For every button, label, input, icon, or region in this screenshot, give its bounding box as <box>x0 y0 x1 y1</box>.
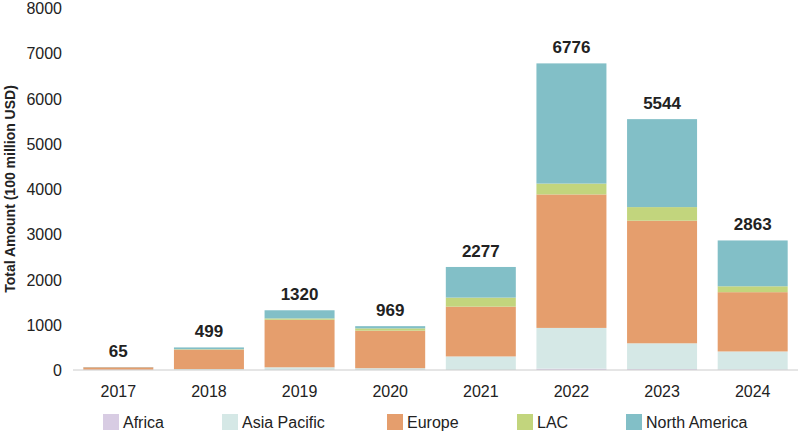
total-label: 5544 <box>643 94 681 113</box>
y-tick <box>67 324 71 325</box>
total-label: 65 <box>109 342 128 361</box>
x-tick-label: 2018 <box>191 383 227 400</box>
x-tick-label: 2022 <box>554 383 590 400</box>
bar-segment <box>355 328 425 330</box>
y-tick <box>67 279 71 280</box>
bar-segment <box>83 367 153 369</box>
bar-segment <box>355 331 425 369</box>
bar-segment <box>718 240 788 286</box>
y-axis-label: Total Amount (100 million USD) <box>2 85 18 293</box>
bar-segment <box>536 184 606 195</box>
x-tick-label: 2017 <box>101 383 137 400</box>
bar-segment <box>355 326 425 328</box>
bar-segment <box>718 351 788 369</box>
y-tick-label: 2000 <box>26 272 62 289</box>
total-label: 2277 <box>462 242 500 261</box>
y-tick <box>67 143 71 144</box>
legend-label: Asia Pacific <box>242 414 325 431</box>
x-tick-label: 2023 <box>644 383 680 400</box>
bar-segment <box>627 207 697 221</box>
y-tick-label: 3000 <box>26 226 62 243</box>
bars <box>83 63 787 370</box>
bar-segment <box>265 320 335 368</box>
legend-swatch <box>626 414 642 430</box>
bar-segment <box>627 343 697 369</box>
bar-segment <box>446 356 516 370</box>
y-tick-label: 0 <box>53 362 62 379</box>
y-tick <box>67 8 71 9</box>
total-label: 2863 <box>734 215 772 234</box>
bar-segment <box>446 298 516 307</box>
y-tick <box>67 189 71 190</box>
bar-segment <box>627 119 697 207</box>
legend-swatch <box>387 414 403 430</box>
bar-segment <box>718 286 788 292</box>
bar-segment <box>536 328 606 369</box>
bar-segment <box>718 292 788 351</box>
y-tick-label: 1000 <box>26 317 62 334</box>
legend-swatch <box>103 414 119 430</box>
bar-segment <box>536 63 606 183</box>
y-tick <box>67 370 71 371</box>
y-tick <box>67 98 71 99</box>
y-tick-label: 5000 <box>26 136 62 153</box>
x-tick-label: 2020 <box>372 383 408 400</box>
bar-segment <box>174 347 244 349</box>
legend: Africa Asia Pacific Europe LAC North America <box>103 414 747 431</box>
bar-segment <box>446 307 516 357</box>
y-tick-label: 6000 <box>26 91 62 108</box>
legend-label: Europe <box>407 414 459 431</box>
x-tick-label: 2021 <box>463 383 499 400</box>
bar-segment <box>536 194 606 327</box>
x-axis-line <box>73 370 798 371</box>
legend-swatch <box>222 414 238 430</box>
y-tick <box>67 53 71 54</box>
y-tick-label: 4000 <box>26 181 62 198</box>
bar-segment <box>446 267 516 298</box>
total-label: 499 <box>195 322 223 341</box>
legend-label: North America <box>646 414 747 431</box>
legend-label: Africa <box>123 414 164 431</box>
y-tick-label: 8000 <box>26 0 62 17</box>
x-tick-label: 2024 <box>735 383 771 400</box>
chart: 0 1000 2000 3000 4000 5000 6000 7000 8000 Total A… <box>0 0 800 436</box>
total-label: 1320 <box>281 285 319 304</box>
bar-segment <box>627 221 697 344</box>
y-tick <box>67 234 71 235</box>
bar-segment <box>265 318 335 319</box>
total-label: 969 <box>376 301 404 320</box>
x-tick-label: 2019 <box>282 383 318 400</box>
bar-segment <box>265 310 335 318</box>
bar-segment <box>83 367 153 368</box>
legend-swatch <box>517 414 533 430</box>
bar-segment <box>174 350 244 369</box>
y-tick-label: 7000 <box>26 45 62 62</box>
total-label: 6776 <box>553 38 591 57</box>
bar-segment <box>83 367 153 368</box>
legend-label: LAC <box>537 414 568 431</box>
